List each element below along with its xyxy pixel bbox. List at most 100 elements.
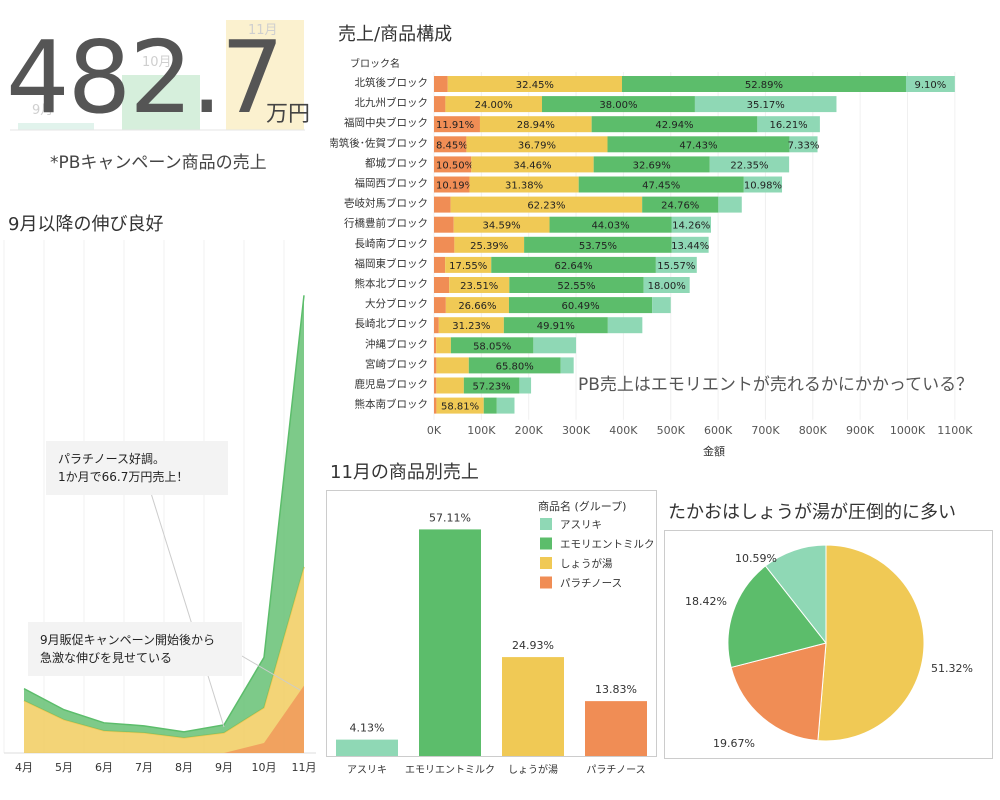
segment-label: 52.55% [557,281,595,292]
stacked-bar-segment [434,297,446,314]
stacked-bar-segment [789,136,818,153]
area-x-tick-label: 9月 [215,761,233,774]
stacked-bar-segment [445,96,542,113]
stacked-bar-segment [743,176,783,193]
growth-area-chart: 4月 5月 6月 7月 8月 9月 10月 11月 [3,240,317,774]
area-x-tick-label: 5月 [55,761,73,774]
pie-slice [764,544,827,645]
segment-label: 60.49% [561,301,599,312]
segment-label: 47.45% [642,181,680,192]
legend-label: しょうが湯 [560,557,613,570]
segment-label: 13.44% [671,241,709,252]
stacked-bar-segment [671,236,709,253]
x-axis-label: 金額 [703,444,725,458]
composition-annotation: PB売上はエモリエントが売れるかにかかっている？ [578,375,974,395]
product-bar-value-label: 13.83% [595,683,637,696]
product-category-label: アスリキ [347,765,387,776]
composition-stacked-bar-chart: ブロック名 0K 100K 200K 300K 400K 500K 600K 700K 800K 9… [330,57,973,458]
segment-label: 22.35% [730,160,768,171]
x-tick-label: 200K [515,424,544,437]
x-tick-label: 600K [704,424,733,437]
segment-label: 18.00% [648,281,686,292]
segment-label: 36.79% [518,140,556,151]
row-label: 大分ブロック [365,297,428,310]
stacked-bar-segment [434,176,470,193]
callout-platinose-line2: 1か月で66.7万円売上！ [58,470,189,484]
pie-slice-label: 18.42% [685,595,727,608]
stacked-bar-segment [434,317,439,334]
stacked-bar-segment [607,317,643,334]
stacked-bar-segment [450,337,534,354]
kpi-bg-month-nov: 11月 [248,23,278,38]
stacked-bar-segment [434,76,448,92]
stacked-bar-segment [434,96,446,113]
segment-label: 10.19% [436,181,474,192]
segment-label: 17.55% [449,261,487,272]
row-label: 北九州ブロック [355,96,429,109]
stacked-bar-segment [434,357,437,374]
stacked-bar-segment [434,377,437,394]
stacked-bar-segment [549,216,672,233]
callout-platinose-connector [149,489,225,728]
stacked-bar-segment [447,76,622,92]
segment-label: 44.03% [591,221,629,232]
row-header-label: ブロック名 [350,57,400,70]
area-line-shouga [23,566,305,739]
row-label: 南筑後･佐賀ブロック [330,136,428,149]
stacked-bar-segment [454,236,525,253]
stacked-bar-segment [718,196,742,213]
x-tick-label: 900K [846,424,875,437]
product-bar-value-label: 4.13% [350,722,385,735]
product-category-label: パラチノース [586,764,645,776]
row-label: 福岡西ブロック [355,177,429,190]
stacked-bar-segment [655,256,697,273]
stacked-bar-segment [434,196,451,213]
segment-label: 57.23% [473,382,511,393]
x-tick-label: 800K [799,424,828,437]
legend-label: アスリキ [560,519,602,531]
row-label: 長崎北ブロック [355,317,429,330]
product-bar [502,657,564,756]
stacked-bar-segment [642,196,719,213]
pie-slice-label: 10.59% [735,552,777,565]
stacked-bar-segment [491,256,656,273]
segment-label: 9.10% [915,80,947,91]
x-tick-label: 100K [467,424,496,437]
kpi-bg-month-oct: 10月 [142,55,172,70]
stacked-bar-segment [709,156,790,173]
stacked-bar-segment [450,196,643,213]
stacked-bar-segment [533,337,577,354]
stacked-bar-segment [479,116,592,133]
segment-label: 24.76% [661,201,699,212]
segment-label: 10.98% [744,181,782,192]
pie-slice [727,565,827,669]
product-sales-title: 11月の商品別売上 [330,462,479,483]
stacked-bar-segment [503,317,608,334]
segment-label: 7.33% [788,140,820,151]
segment-label: 10.50% [436,160,474,171]
row-label: 都城ブロック [365,156,428,169]
growth-title: 9月以降の伸び良好 [8,214,164,235]
stacked-bar-segment [434,277,450,293]
stacked-bar-segment [463,377,520,394]
stacked-bar-segment [434,236,455,253]
row-label: 長崎南ブロック [355,237,429,250]
stacked-bar-segment [621,76,906,92]
area-x-tick-label: 10月 [252,761,277,774]
kpi-background-svg: 9月 10月 11月 [10,20,305,131]
product-category-label: エモリエントミルク [405,764,495,776]
kpi-value: 482.7 [6,19,284,136]
segment-label: 49.91% [537,321,575,332]
product-bar-value-label: 24.93% [512,639,554,652]
x-tick-label: 400K [609,424,638,437]
segment-label: 34.59% [483,221,521,232]
segment-label: 25.39% [470,241,508,252]
stacked-bar-segment [560,357,574,374]
stacked-bar-segment [436,397,484,414]
stacked-bar-segment [434,116,480,133]
product-bar [336,739,398,756]
stacked-bar-segment [445,256,492,273]
segment-label: 34.46% [513,160,551,171]
stacked-bar-segment [468,357,561,374]
stacked-bar-segment [524,236,672,253]
